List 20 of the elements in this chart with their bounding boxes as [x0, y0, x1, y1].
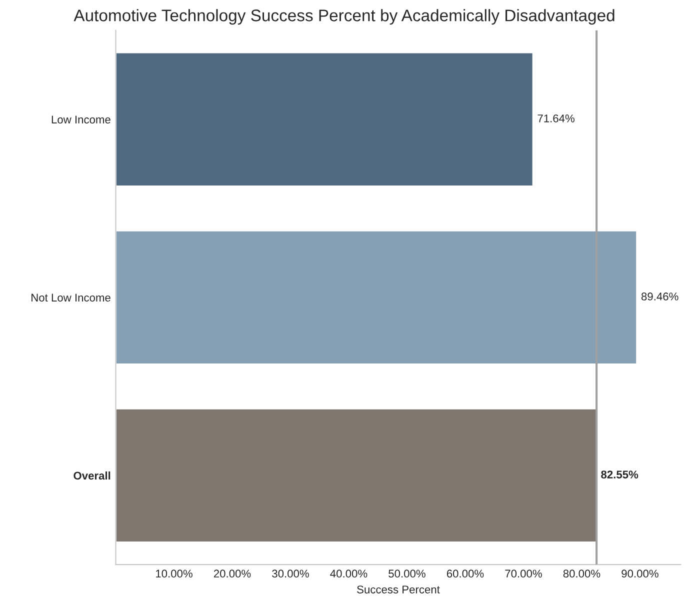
x-tick-label: 80.00%	[563, 570, 600, 578]
y-tick-label: Low Income	[52, 116, 110, 124]
x-tick-label: 70.00%	[505, 570, 542, 578]
x-tick-label: 90.00%	[622, 570, 658, 578]
y-tick-label: Not Low Income	[32, 294, 110, 302]
x-tick-label: 30.00%	[272, 570, 309, 578]
data-label: 82.55%	[601, 470, 638, 478]
bar	[116, 408, 598, 543]
x-tick-label: 20.00%	[214, 570, 251, 578]
bar	[116, 230, 638, 365]
data-label: 71.64%	[538, 114, 574, 122]
bar	[116, 52, 534, 187]
x-tick-label: 10.00%	[156, 570, 192, 578]
y-tick-label: Overall	[74, 471, 110, 480]
data-label: 89.46%	[641, 292, 678, 300]
chart-title: Automotive Technology Success Percent by Academically Disadvantaged	[74, 9, 614, 25]
x-tick-label: 50.00%	[388, 570, 426, 578]
x-tick-label: 40.00%	[330, 570, 368, 578]
x-tick-label: 60.00%	[446, 570, 484, 578]
x-axis-title: Success Percent	[357, 586, 440, 594]
